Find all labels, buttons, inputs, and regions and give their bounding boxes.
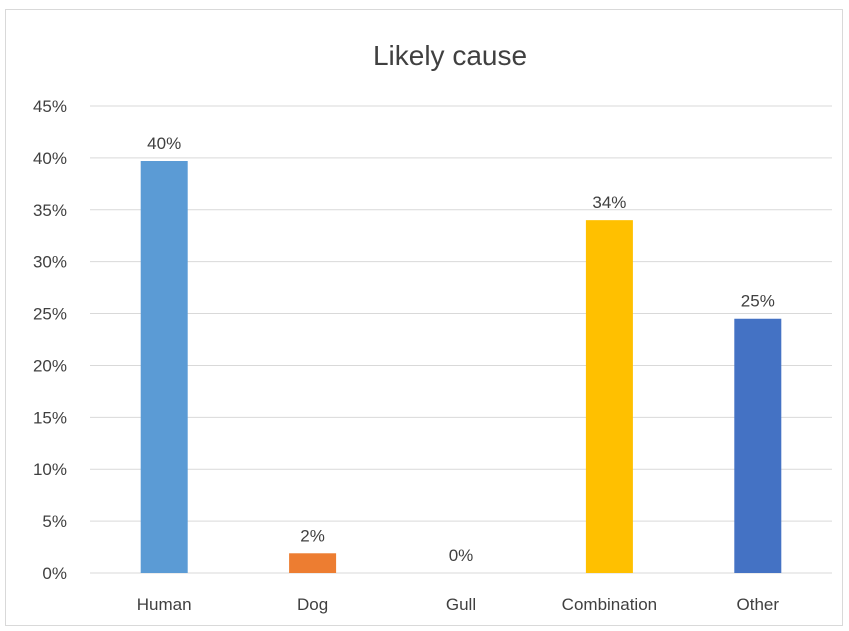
y-tick-label: 40% [33, 149, 67, 168]
y-tick-label: 35% [33, 201, 67, 220]
data-label-other: 25% [741, 292, 775, 311]
x-tick-label: Gull [446, 595, 476, 614]
gridlines [90, 105, 832, 574]
bar-other [734, 318, 782, 573]
x-tick-label: Combination [562, 595, 657, 614]
bar-combination [585, 220, 633, 573]
bar-dog [289, 553, 337, 573]
x-tick-label: Dog [297, 595, 328, 614]
data-label-combination: 34% [592, 193, 626, 212]
y-tick-label: 25% [33, 305, 67, 324]
y-tick-label: 30% [33, 253, 67, 272]
x-axis-ticks: Human Dog Gull Combination Other [137, 595, 780, 614]
y-tick-label: 5% [42, 512, 67, 531]
bars [140, 161, 782, 573]
y-tick-label: 15% [33, 408, 67, 427]
bar-human [140, 161, 188, 573]
y-axis-ticks: 0% 5% 10% 15% 20% 25% 30% 35% 40% 45% [33, 97, 67, 583]
x-tick-label: Human [137, 595, 192, 614]
y-tick-label: 10% [33, 460, 67, 479]
chart-title: Likely cause [373, 40, 527, 71]
data-label-human: 40% [147, 134, 181, 153]
data-label-dog: 2% [300, 526, 325, 545]
x-tick-label: Other [737, 595, 780, 614]
data-labels: 40% 2% 0% 34% 25% [147, 134, 775, 565]
y-tick-label: 20% [33, 356, 67, 375]
y-tick-label: 45% [33, 97, 67, 116]
data-label-gull: 0% [449, 546, 474, 565]
y-tick-label: 0% [42, 564, 67, 583]
